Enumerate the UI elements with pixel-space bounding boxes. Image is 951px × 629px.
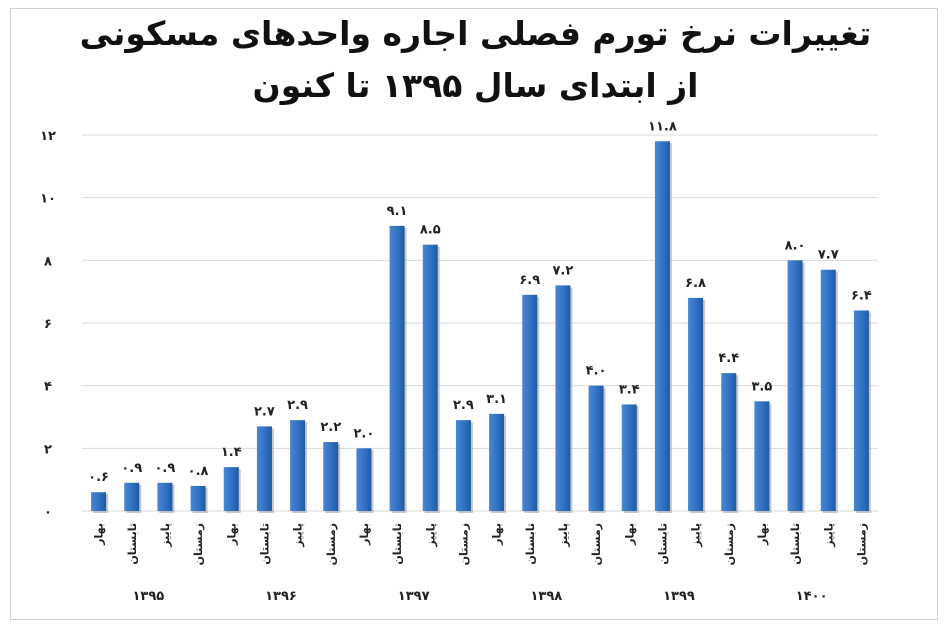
x-year-label: ۱۳۹۵ [132,589,164,604]
x-category-label: بهار [358,523,371,546]
bar [455,420,471,511]
bar [522,294,538,511]
x-category-label: بهار [623,523,636,546]
x-category-label: پاییز [822,523,835,548]
data-label: ۶.۴ [851,288,872,303]
data-label: ۱.۴ [221,445,242,460]
bar [290,420,306,511]
data-label: ۰.۹ [155,461,176,476]
data-label: ۳.۴ [619,382,640,397]
gridlines [82,134,878,512]
chart-title-line-1: تغییرات نرخ تورم فصلی اجاره واحدهای مسکو… [79,14,872,53]
bar [91,492,107,511]
x-axis-categories: بهار تابستان پاییز زمستان بهار تابستان پاییز زم… [93,523,869,565]
x-category-label: تابستان [258,523,271,565]
data-label: ۳.۱ [486,392,507,407]
bar [157,482,173,511]
y-tick-label: ۶ [44,317,52,332]
data-label: ۷.۲ [553,263,574,278]
bar [389,225,405,511]
data-label: ۸.۰ [785,238,806,253]
data-label: ۲.۷ [254,404,275,419]
bar [190,485,206,511]
bar [422,244,438,511]
data-label: ۶.۸ [685,276,706,291]
bar [223,467,239,511]
y-tick-label: ۸ [44,254,52,269]
bar [356,448,372,511]
x-category-label: بهار [491,523,504,546]
bar [654,141,670,511]
x-category-label: پاییز [690,523,703,548]
data-label: ۰.۹ [121,461,142,476]
data-label: ۲.۰ [354,426,375,441]
data-label: ۴.۴ [718,351,739,366]
bar [787,260,803,511]
bar [621,404,637,511]
chart-frame [10,8,938,620]
x-category-label: بهار [225,523,238,546]
data-labels: ۰.۶ ۰.۹ ۰.۹ ۰.۸ ۱.۴ ۲.۷ ۲.۹ ۲.۲ ۲.۰ ۹.۱ ۸.۵ ۲.۹ ۳.۱ ۶… [88,119,872,485]
x-category-label: پاییز [424,523,437,548]
x-category-label: پاییز [159,523,172,548]
y-tick-label: ۴ [44,380,52,395]
bar [820,269,836,511]
x-year-label: ۱۳۹۹ [663,589,695,604]
y-tick-label: ۱۲ [40,129,56,144]
x-year-label: ۱۳۹۶ [265,589,297,604]
y-tick-label: ۰ [44,505,52,520]
x-category-label: زمستان [457,523,470,565]
x-category-label: بهار [756,523,769,546]
data-label: ۴.۰ [586,364,607,379]
bar [555,285,571,511]
bar [853,310,869,511]
bar [588,385,604,511]
data-label: ۱۱.۸ [648,119,677,134]
x-category-label: بهار [93,523,106,546]
x-year-label: ۱۳۹۸ [530,589,562,604]
bars [91,141,871,513]
bar [256,426,272,511]
x-category-label: تابستان [656,523,669,565]
x-category-label: زمستان [855,523,868,565]
bar [754,401,770,511]
y-tick-label: ۱۰ [40,192,56,207]
data-label: ۶.۹ [519,273,540,288]
data-label: ۳.۵ [752,379,773,394]
chart-title-line-2: از ابتدای سال ۱۳۹۵ تا کنون [252,66,699,105]
data-label: ۷.۷ [818,248,839,263]
bar [721,373,737,511]
x-category-label: تابستان [789,523,802,565]
x-category-label: تابستان [126,523,139,565]
x-category-label: زمستان [590,523,603,565]
x-category-label: پاییز [557,523,570,548]
x-category-label: تابستان [524,523,537,565]
data-label: ۹.۱ [387,204,408,219]
y-axis-ticks: ۰ ۲ ۴ ۶ ۸ ۱۰ ۱۲ [40,129,56,520]
bar [489,413,505,511]
data-label: ۰.۸ [188,464,209,479]
data-label: ۰.۶ [88,470,109,485]
x-axis-years: ۱۳۹۵ ۱۳۹۶ ۱۳۹۷ ۱۳۹۸ ۱۳۹۹ ۱۴۰۰ [132,589,827,604]
data-label: ۸.۵ [420,223,441,238]
x-category-label: پاییز [292,523,305,548]
bar [124,482,140,511]
bar [688,297,704,511]
x-category-label: زمستان [192,523,205,565]
data-label: ۲.۹ [287,398,308,413]
x-year-label: ۱۴۰۰ [796,589,828,604]
bar [323,442,339,511]
data-label: ۲.۲ [320,420,341,435]
x-year-label: ۱۳۹۷ [398,589,430,604]
data-label: ۲.۹ [453,398,474,413]
x-category-label: تابستان [391,523,404,565]
y-tick-label: ۲ [44,442,52,457]
x-category-label: زمستان [723,523,736,565]
x-category-label: زمستان [325,523,338,565]
